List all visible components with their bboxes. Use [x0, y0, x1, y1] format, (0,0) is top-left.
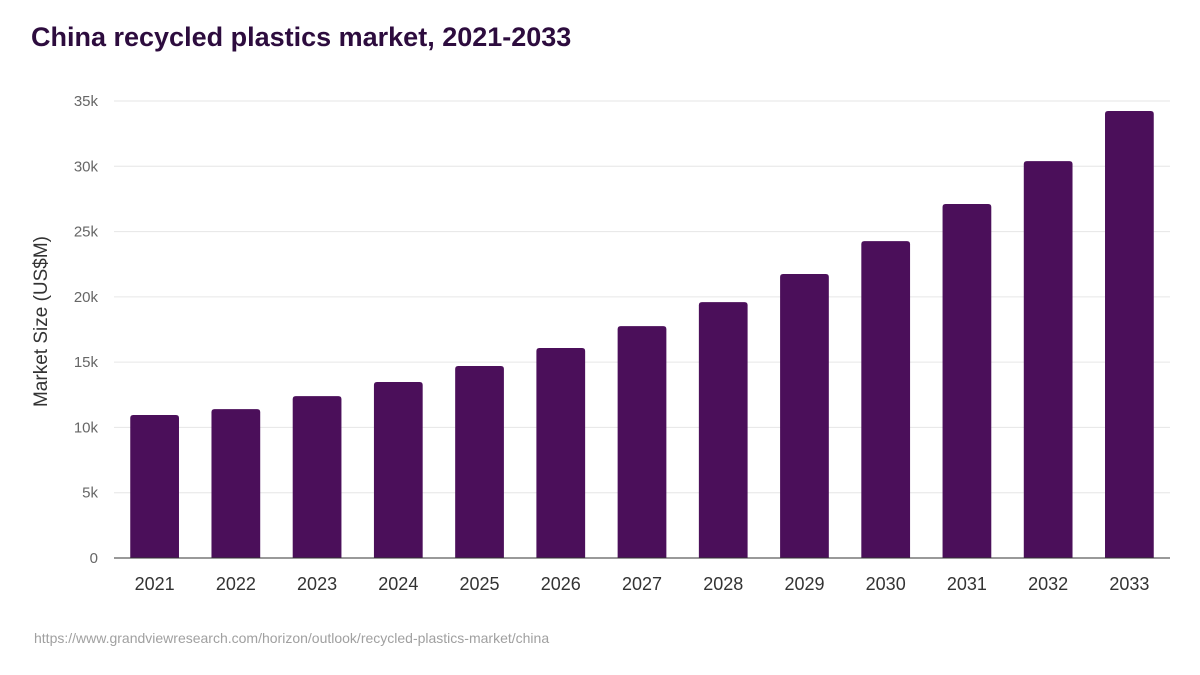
x-tick-label: 2021: [135, 574, 175, 594]
bar-2024: [373, 381, 423, 558]
y-tick-label: 35k: [74, 93, 99, 110]
bar-2031: [942, 204, 992, 558]
bar-2025: [455, 366, 504, 558]
y-tick-label: 30k: [74, 158, 99, 175]
bar-2021: [130, 415, 179, 558]
x-tick-label: 2027: [622, 574, 662, 594]
x-tick-label: 2023: [297, 574, 337, 594]
source-link[interactable]: https://www.grandviewresearch.com/horizo…: [34, 630, 550, 646]
bar-2022: [211, 409, 261, 558]
x-tick-label: 2030: [866, 574, 906, 594]
y-tick-label: 5k: [82, 485, 98, 502]
x-tick-label: 2022: [216, 574, 256, 594]
y-axis-label: Market Size (US$M): [31, 236, 52, 407]
bar-2023: [292, 396, 342, 558]
bar-2029: [780, 274, 829, 558]
y-tick-label: 20k: [74, 289, 99, 306]
bar-2028: [698, 302, 748, 558]
chart-title: China recycled plastics market, 2021-203…: [31, 22, 572, 52]
bar-2027: [617, 326, 667, 558]
x-tick-label: 2033: [1109, 574, 1149, 594]
x-tick-label: 2032: [1028, 574, 1068, 594]
x-tick-label: 2031: [947, 574, 987, 594]
bar-2033: [1105, 111, 1154, 558]
y-tick-label: 0: [90, 550, 98, 567]
bar-2032: [1023, 161, 1073, 558]
x-tick-label: 2029: [784, 574, 824, 594]
x-tick-label: 2025: [460, 574, 500, 594]
y-tick-label: 25k: [74, 224, 99, 241]
bar-2030: [861, 241, 911, 558]
x-tick-label: 2028: [703, 574, 743, 594]
y-tick-label: 10k: [74, 419, 99, 436]
x-tick-label: 2024: [378, 574, 418, 594]
bar-2026: [536, 348, 586, 558]
x-tick-label: 2026: [541, 574, 581, 594]
y-tick-label: 15k: [74, 354, 99, 371]
